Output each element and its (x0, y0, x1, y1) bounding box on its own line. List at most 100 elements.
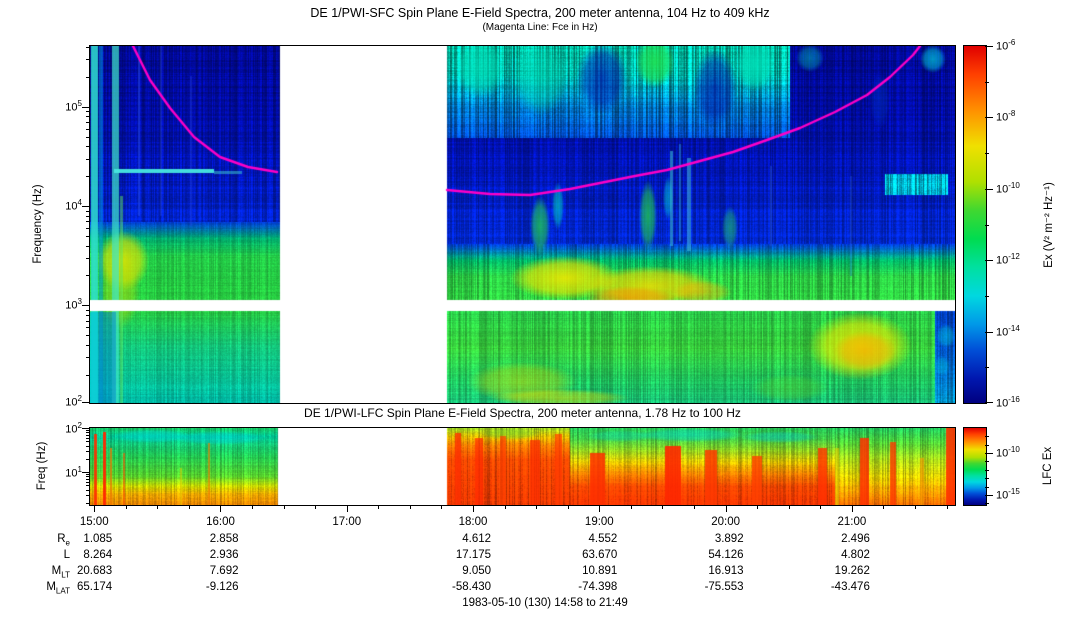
lfc-y-minor-tick (86, 434, 90, 436)
sfc-cb-tick-label: 10-14 (996, 323, 1020, 339)
sfc-y-minor-tick (86, 221, 90, 223)
lfc-y-minor-tick (86, 481, 90, 483)
eph-value: 4.802 (841, 549, 870, 561)
figure-title: DE 1/PWI-SFC Spin Plane E-Field Spectra,… (310, 6, 770, 20)
lfc-y-minor-tick (86, 432, 90, 434)
sfc-y-minor-tick (86, 320, 90, 322)
sfc-y-tick-label: 103 (65, 297, 82, 313)
x-minor-tick (252, 505, 254, 509)
sfc-cb-minor-tick (985, 153, 989, 155)
eph-value: 2.858 (209, 533, 239, 545)
x-major-tick (473, 505, 475, 512)
x-major-tick (220, 505, 222, 512)
eph-value: 9.050 (462, 565, 492, 577)
x-major-tick (725, 505, 727, 512)
sfc-y-minor-tick (86, 176, 90, 178)
lfc-y-minor-tick (86, 474, 90, 475)
lfc-cb-tick-label: 10-15 (996, 487, 1020, 502)
lfc-y-major-tick (82, 428, 90, 429)
x-major-tick (94, 505, 96, 512)
sfc-spectrogram-canvas (90, 46, 955, 403)
lfc-cb-minor-tick (985, 478, 989, 480)
sfc-cb-minor-tick (985, 224, 989, 226)
sfc-y-minor-tick (86, 257, 90, 259)
lfc-y-minor-tick (86, 485, 90, 487)
sfc-y-major-tick (82, 206, 90, 208)
eph-value: 4.612 (462, 533, 492, 545)
lfc-cb-minor-tick (985, 461, 989, 463)
x-minor-tick (315, 505, 317, 509)
sfc-cb-major-tick (985, 331, 993, 333)
x-tick-label: 20:00 (711, 516, 740, 528)
sfc-y-tick-label: 105 (65, 98, 82, 114)
eph-row-label: MLAT (46, 581, 70, 596)
sfc-y-minor-tick (86, 116, 90, 118)
lfc-cb-minor-tick (985, 444, 989, 446)
sfc-y-minor-tick (86, 245, 90, 247)
lfc-y-minor-tick (86, 430, 90, 431)
x-tick-label: 19:00 (584, 516, 614, 528)
sfc-y-minor-tick (86, 76, 90, 78)
sfc-cb-minor-tick (985, 81, 989, 83)
lfc-y-minor-tick (86, 489, 90, 491)
sfc-cb-major-tick (985, 402, 993, 403)
lfc-cb-major-tick (985, 495, 993, 496)
sfc-y-minor-tick (86, 59, 90, 61)
x-minor-tick (188, 505, 190, 509)
eph-row-label: MLT (51, 565, 70, 580)
x-tick-label: 15:00 (79, 516, 109, 528)
sfc-cb-major-tick (985, 46, 993, 47)
sfc-y-tick-label: 102 (65, 394, 82, 409)
eph-value: 1.085 (83, 533, 113, 545)
sfc-cb-tick-label: 10-8 (996, 109, 1016, 125)
sfc-frame (89, 45, 956, 404)
lfc-frame (89, 427, 956, 506)
sfc-cb-minor-tick (985, 367, 989, 369)
sfc-y-major-tick (82, 402, 90, 403)
eph-value: 16.913 (708, 565, 744, 577)
x-minor-tick (630, 505, 632, 509)
x-tick-label: 18:00 (458, 516, 488, 528)
lfc-y-minor-tick (86, 437, 90, 439)
sfc-y-minor-tick (86, 146, 90, 148)
lfc-spectrogram-canvas (90, 428, 955, 505)
lfc-y-minor-tick (86, 502, 90, 504)
sfc-y-minor-tick (86, 275, 90, 277)
sfc-y-major-tick (82, 305, 90, 307)
sfc-y-minor-tick (86, 228, 90, 230)
x-tick-label: 17:00 (332, 516, 362, 528)
eph-value: 17.175 (455, 549, 492, 561)
eph-value: 7.692 (209, 565, 239, 577)
sfc-y-minor-tick (86, 309, 90, 311)
sfc-y-minor-tick (86, 136, 90, 138)
sfc-y-minor-tick (86, 158, 90, 160)
sfc-y-minor-tick (86, 215, 90, 217)
lfc-y-minor-tick (86, 445, 90, 447)
lfc-colorbar (963, 427, 987, 506)
sfc-y-minor-tick (86, 327, 90, 329)
lfc-y-tick-label: 102 (65, 421, 82, 436)
sfc-y-minor-tick (86, 210, 90, 212)
lfc-y-tick-label: 101 (65, 465, 82, 480)
eph-value: 65.174 (77, 581, 113, 593)
sfc-cb-tick-label: 10-6 (996, 38, 1016, 53)
eph-value: -9.126 (205, 581, 239, 593)
eph-value: 2.496 (841, 533, 870, 545)
sfc-cb-major-tick (985, 188, 993, 190)
x-minor-tick (283, 505, 285, 509)
sfc-y-minor-tick (86, 344, 90, 346)
figure-subtitle: (Magenta Line: Fce in Hz) (482, 22, 598, 33)
x-tick-label: 21:00 (837, 516, 867, 528)
eph-value: 19.262 (834, 565, 870, 577)
sfc-y-minor-tick (86, 46, 90, 48)
lfc-title: DE 1/PWI-LFC Spin Plane E-Field Spectra,… (304, 406, 741, 420)
sfc-y-minor-tick (86, 335, 90, 337)
x-minor-tick (820, 505, 822, 509)
x-minor-tick (757, 505, 759, 509)
eph-value: 8.264 (83, 549, 113, 561)
x-major-tick (851, 505, 853, 512)
x-minor-tick (441, 505, 443, 509)
eph-value: -43.476 (830, 581, 870, 593)
eph-row-label: Re (57, 533, 70, 548)
